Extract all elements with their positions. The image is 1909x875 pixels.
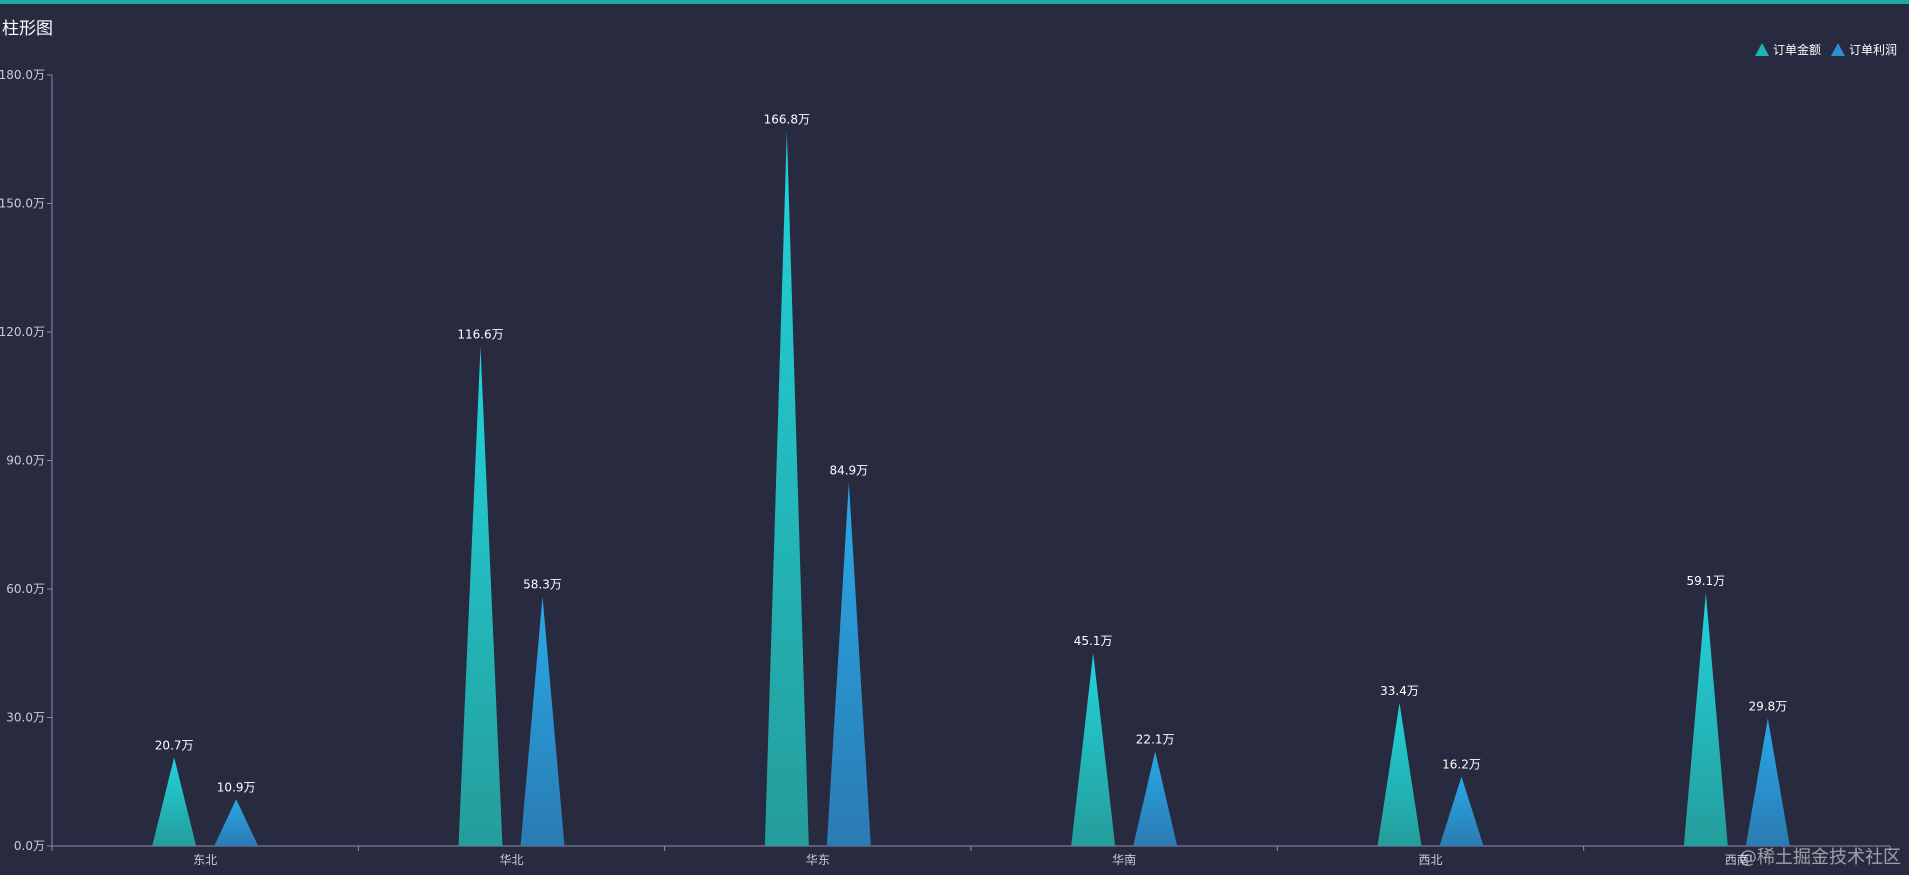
- bar-profit: [214, 799, 259, 846]
- bar-profit: [520, 596, 565, 846]
- bar-amount: [764, 131, 809, 847]
- data-label: 84.9万: [829, 463, 868, 477]
- chart-title: 柱形图: [2, 19, 53, 39]
- x-tick-label: 华南: [1112, 852, 1136, 867]
- legend-item-amount[interactable]: 订单金额: [1754, 41, 1821, 58]
- bar-amount: [1377, 702, 1422, 846]
- data-label: 22.1万: [1136, 732, 1175, 746]
- top-accent-bar: [0, 0, 1909, 4]
- watermark: @稀土掘金技术社区: [1739, 847, 1901, 868]
- y-tick-label: 90.0万: [6, 454, 45, 468]
- bar-profit: [1745, 718, 1790, 846]
- y-tick-label: 180.0万: [0, 68, 45, 82]
- legend-label-profit: 订单利润: [1848, 43, 1897, 57]
- data-label: 59.1万: [1686, 574, 1725, 588]
- data-label: 33.4万: [1380, 684, 1419, 698]
- y-tick-label: 120.0万: [0, 325, 45, 339]
- legend-item-profit[interactable]: 订单利润: [1830, 41, 1897, 58]
- data-label: 116.6万: [457, 328, 503, 342]
- bar-amount: [458, 346, 503, 846]
- x-tick-label: 华东: [806, 853, 830, 867]
- x-tick-label: 华北: [499, 853, 523, 867]
- bar-amount: [1683, 592, 1728, 846]
- data-label: 166.8万: [764, 113, 810, 127]
- data-label: 29.8万: [1748, 699, 1787, 713]
- data-label: 16.2万: [1442, 758, 1481, 772]
- triangle-icon: [1830, 43, 1845, 56]
- data-label: 10.9万: [217, 780, 256, 794]
- data-label: 58.3万: [523, 577, 562, 591]
- bar-profit: [826, 482, 871, 846]
- data-label: 20.7万: [155, 738, 194, 752]
- triangle-icon: [1754, 43, 1769, 56]
- y-tick-label: 150.0万: [0, 197, 45, 211]
- bar-amount: [1071, 652, 1116, 846]
- bar-profit: [1439, 776, 1484, 846]
- x-tick-label: 东北: [193, 853, 217, 867]
- legend-label-amount: 订单金额: [1772, 43, 1821, 57]
- data-label: 45.1万: [1074, 634, 1113, 648]
- bar-profit: [1133, 751, 1178, 846]
- y-tick-label: 60.0万: [6, 582, 45, 596]
- x-tick-label: 西北: [1418, 853, 1442, 867]
- y-tick-label: 0.0万: [14, 839, 45, 853]
- legend: 订单金额 订单利润: [1754, 41, 1897, 58]
- x-tick-label: 西南: [1725, 852, 1749, 867]
- bar-amount: [152, 757, 197, 846]
- y-tick-label: 30.0万: [6, 711, 45, 725]
